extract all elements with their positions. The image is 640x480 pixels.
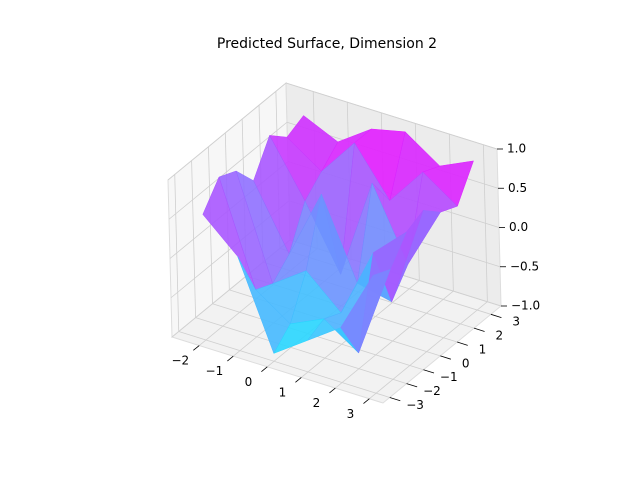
y-grid-line: [212, 303, 424, 371]
x-tick-label: 1: [279, 385, 287, 399]
y-tick: [389, 397, 401, 402]
x-tick: [261, 366, 268, 372]
y-tick-label: 3: [512, 315, 520, 329]
x-tick-label: 0: [245, 375, 253, 389]
z-grid-line: [167, 82, 287, 181]
z-tick-label: 0.5: [508, 181, 527, 195]
y-tick-label: 0: [462, 356, 470, 370]
y-tick: [423, 369, 435, 374]
x-tick-label: 3: [347, 407, 355, 421]
x-tick: [227, 355, 234, 362]
y-tick: [457, 341, 468, 346]
y-grid-line: [195, 317, 407, 384]
z-tick-label: −1.0: [511, 299, 540, 313]
y-tick-label: −2: [423, 384, 441, 398]
y-tick-label: −3: [406, 398, 424, 412]
y-grid-line: [178, 331, 390, 398]
x-tick: [295, 377, 302, 383]
y-tick: [473, 327, 485, 332]
x-tick: [193, 345, 200, 351]
x-grid-line: [369, 301, 488, 400]
y-tick-label: 2: [496, 329, 504, 343]
y-tick: [406, 383, 418, 388]
x-tick-label: −1: [206, 364, 224, 378]
x-tick-label: 2: [313, 396, 321, 410]
x-tick: [329, 387, 336, 394]
x-grid-line: [335, 290, 454, 389]
x-tick: [363, 398, 370, 404]
y-tick-label: 1: [479, 342, 487, 356]
z-tick-label: 1.0: [507, 142, 526, 156]
x-tick-label: −2: [171, 354, 189, 368]
surface-patch: [340, 268, 391, 354]
y-tick: [440, 355, 451, 360]
z-tick-label: −0.5: [510, 259, 539, 273]
y-tick-label: −1: [440, 370, 458, 384]
chart-title: Predicted Surface, Dimension 2: [217, 36, 437, 52]
z-grid-line: [285, 82, 498, 150]
y-tick: [490, 313, 502, 318]
z-tick-label: 0.0: [509, 220, 528, 234]
z-grid-line: [168, 121, 288, 220]
